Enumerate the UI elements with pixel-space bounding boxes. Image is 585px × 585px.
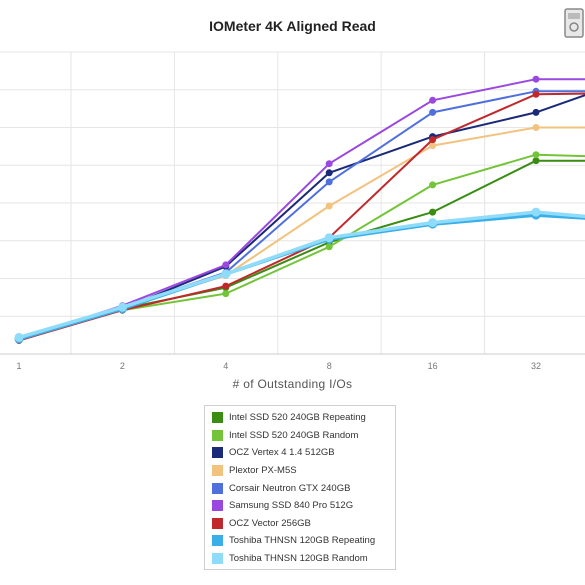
series-lines: [14, 75, 585, 344]
legend-label: Samsung SSD 840 Pro 512G: [229, 500, 354, 512]
legend-swatch: [212, 465, 223, 477]
data-point: [532, 75, 540, 83]
x-tick-labels: 1 2 4 8 16 32: [16, 361, 541, 371]
data-point: [222, 261, 230, 269]
x-tick-label: 1: [16, 361, 21, 371]
legend-swatch: [212, 429, 223, 441]
series-line: [18, 94, 585, 342]
legend: Intel SSD 520 240GB Repeating Intel SSD 5…: [204, 405, 396, 571]
series-line: [18, 213, 585, 341]
data-point: [222, 282, 230, 290]
series-line: [18, 210, 585, 340]
legend-item: OCZ Vector 256GB: [205, 515, 395, 533]
legend-label: Toshiba THNSN 120GB Random: [229, 553, 368, 565]
series-5: [15, 75, 585, 343]
legend-item: Plextor PX-M5S: [205, 462, 395, 480]
legend-label: Toshiba THNSN 120GB Repeating: [229, 535, 376, 547]
data-point: [429, 181, 437, 189]
data-point: [222, 290, 230, 298]
data-point: [429, 142, 437, 150]
legend-swatch: [212, 535, 223, 547]
data-point: [325, 243, 333, 251]
data-point: [532, 157, 540, 165]
x-tick-label: 8: [327, 361, 332, 371]
series-3: [15, 124, 585, 343]
data-point: [325, 169, 333, 177]
legend-swatch: [212, 553, 223, 565]
data-point: [221, 269, 231, 279]
x-tick-label: 16: [428, 361, 438, 371]
chart-title: IOMeter 4K Aligned Read: [209, 18, 376, 34]
legend-label: OCZ Vertex 4 1.4 512GB: [229, 447, 335, 459]
data-point: [532, 90, 540, 98]
grid-lines: [0, 51, 585, 355]
legend-label: Plextor PX-M5S: [229, 465, 297, 477]
data-point: [325, 178, 333, 186]
series-line: [18, 78, 585, 340]
data-point: [325, 160, 333, 168]
series-7: [14, 210, 585, 344]
legend-swatch: [212, 500, 223, 512]
legend-swatch: [212, 447, 223, 459]
legend-label: Intel SSD 520 240GB Random: [229, 429, 359, 441]
data-point: [117, 302, 127, 312]
data-point: [532, 151, 540, 159]
series-line: [18, 126, 585, 340]
legend-item: Corsair Neutron GTX 240GB: [205, 479, 395, 497]
data-point: [325, 202, 333, 210]
legend-swatch: [212, 482, 223, 494]
x-tick-label: 4: [223, 361, 228, 371]
data-point: [429, 96, 437, 104]
legend-item: OCZ Vertex 4 1.4 512GB: [205, 444, 395, 462]
x-tick-label: 2: [120, 361, 125, 371]
x-tick-label: 32: [531, 361, 541, 371]
legend-item: Intel SSD 520 240GB Repeating: [205, 409, 395, 427]
legend-label: Intel SSD 520 240GB Repeating: [229, 412, 366, 424]
x-axis-label: # of Outstanding I/Os: [232, 377, 353, 391]
legend-item: Intel SSD 520 240GB Random: [205, 427, 395, 445]
data-point: [429, 208, 437, 216]
data-point: [14, 332, 24, 342]
legend-label: OCZ Vector 256GB: [229, 517, 311, 529]
legend-swatch: [212, 517, 223, 529]
data-point: [532, 108, 540, 116]
legend-item: Toshiba THNSN 120GB Repeating: [205, 532, 395, 550]
data-point: [324, 233, 334, 243]
data-point: [429, 108, 437, 116]
data-point: [428, 218, 438, 228]
site-logo-icon: [564, 8, 584, 38]
legend-item: Samsung SSD 840 Pro 512G: [205, 497, 395, 515]
legend-item: Toshiba THNSN 120GB Random: [205, 550, 395, 568]
data-point: [531, 207, 541, 217]
data-point: [429, 136, 437, 144]
legend-swatch: [212, 412, 223, 424]
series-8: [14, 207, 585, 342]
data-point: [532, 124, 540, 131]
legend-label: Corsair Neutron GTX 240GB: [229, 482, 351, 494]
